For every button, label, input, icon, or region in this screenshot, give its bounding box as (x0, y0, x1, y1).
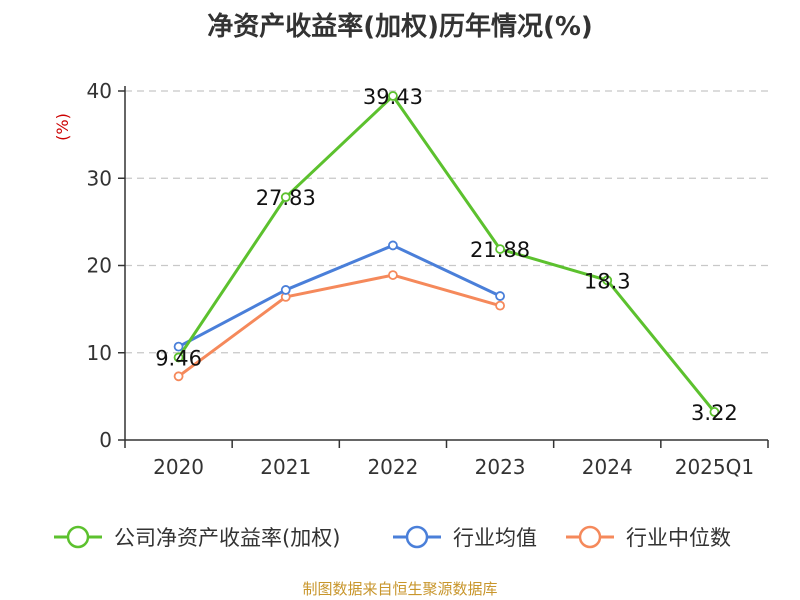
legend-label: 行业均值 (453, 526, 537, 550)
x-tick-label: 2021 (260, 455, 311, 479)
source-note: 制图数据来自恒生聚源数据库 (302, 580, 498, 598)
legend-label: 行业中位数 (626, 526, 731, 550)
y-tick-label: 10 (87, 341, 112, 365)
axes: 0 10 20 30 40 2020 2021 2022 2023 2024 2025Q1 (87, 79, 769, 479)
y-tick-label: 20 (87, 254, 112, 278)
legend-marker-2 (578, 525, 602, 549)
data-label: 39.43 (363, 85, 423, 109)
series (173, 91, 720, 417)
legend-marker-0 (66, 525, 90, 549)
data-label: 27.83 (256, 186, 316, 210)
data-point (280, 285, 291, 295)
data-point (388, 270, 398, 280)
legend-marker-1 (405, 525, 429, 549)
data-label: 21.88 (470, 238, 530, 262)
data-label: 9.46 (155, 346, 202, 370)
data-point (495, 300, 505, 311)
series-line-1 (177, 243, 501, 348)
data-point (388, 240, 398, 251)
legend-label: 公司净资产收益率(加权) (114, 526, 340, 550)
data-labels: 9.46 27.83 39.43 21.88 18.3 3.22 (155, 85, 738, 425)
y-tick-label: 40 (87, 79, 112, 103)
data-point (173, 352, 184, 363)
data-point (495, 291, 505, 301)
chart-title: 净资产收益率(加权)历年情况(%) (207, 12, 593, 42)
data-point (280, 192, 291, 203)
x-tick-label: 2024 (582, 455, 633, 479)
x-tick-label: 2025Q1 (675, 455, 754, 479)
series-line-0 (177, 94, 716, 413)
data-point (173, 371, 184, 382)
data-label: 18.3 (584, 269, 631, 293)
data-point (495, 244, 505, 254)
x-tick-label: 2022 (367, 455, 418, 479)
y-tick-label: 30 (87, 166, 112, 190)
data-point (173, 341, 184, 352)
data-point (602, 275, 613, 286)
y-axis-unit-label: (%) (53, 113, 72, 141)
data-label: 3.22 (691, 401, 738, 425)
x-tick-label: 2020 (153, 455, 204, 479)
grid-lines (125, 90, 768, 354)
data-point (388, 91, 398, 101)
legend: 公司净资产收益率(加权) 行业均值 行业中位数 (54, 525, 731, 550)
x-tick-label: 2023 (475, 455, 526, 479)
y-tick-label: 0 (99, 428, 112, 452)
data-point (709, 407, 720, 417)
series-line-2 (177, 273, 501, 378)
